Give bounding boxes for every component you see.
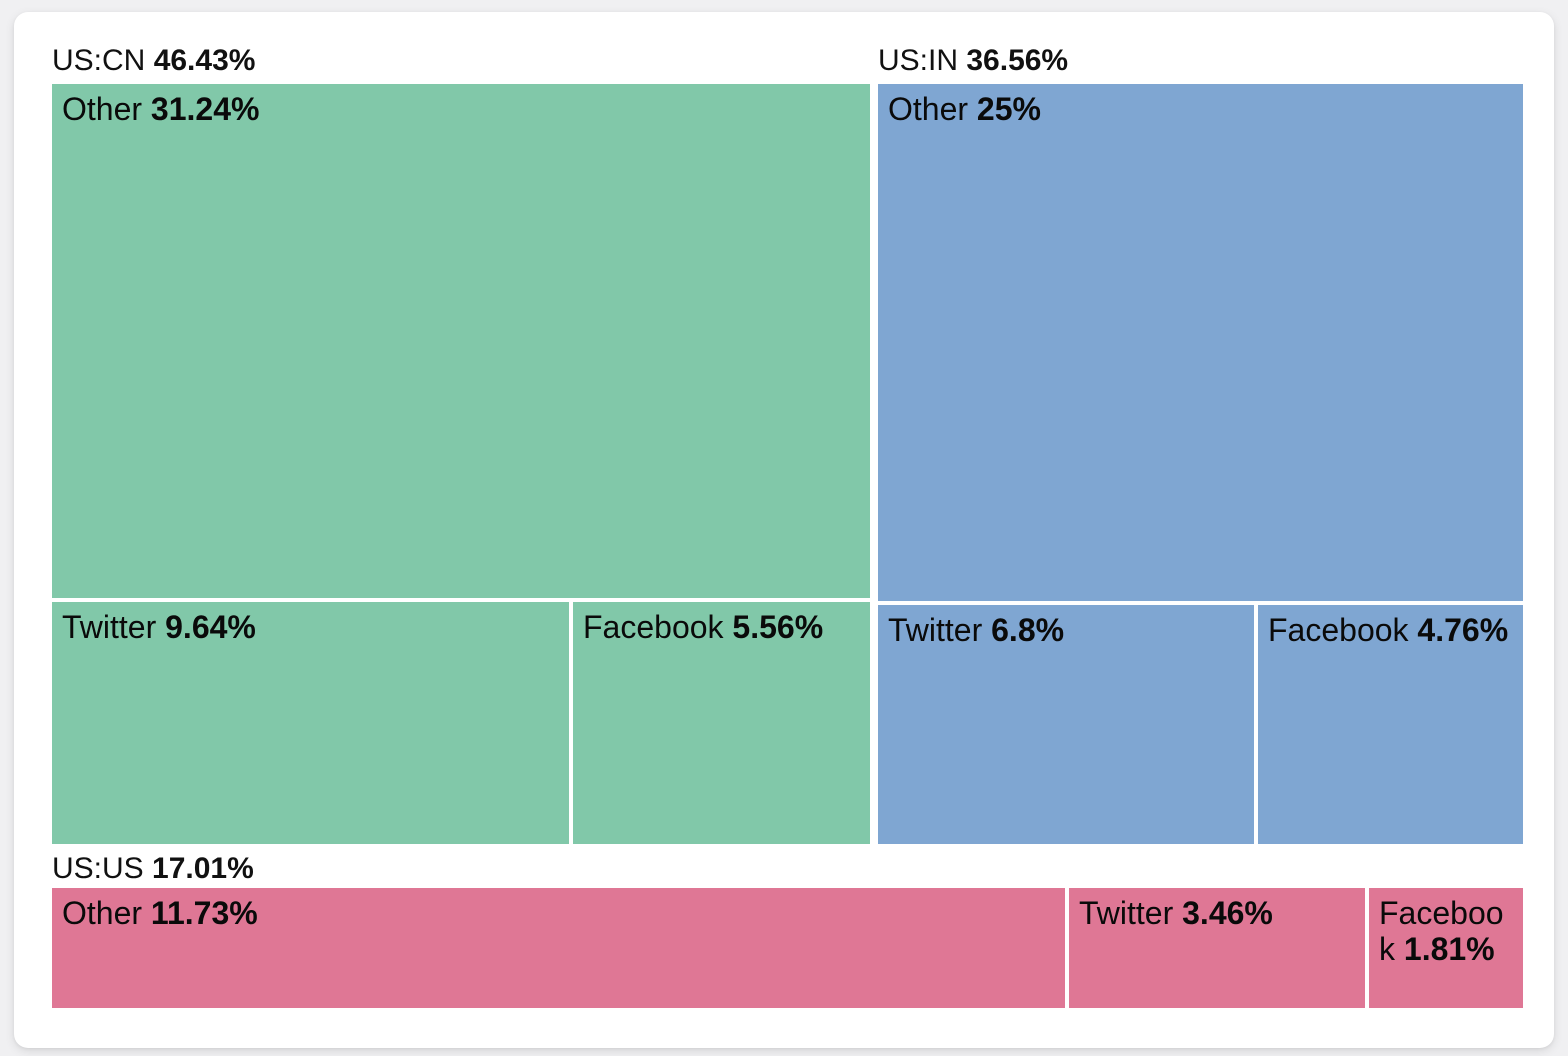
- treemap-cell-us-in-twitter[interactable]: Twitter 6.8%: [878, 605, 1254, 844]
- cell-label: Other 31.24%: [52, 84, 870, 127]
- treemap-cell-us-in-other[interactable]: Other 25%: [878, 84, 1523, 601]
- cell-label: Facebook 1.81%: [1369, 888, 1523, 968]
- cell-name: Facebook: [1268, 612, 1409, 648]
- cell-label: Twitter 9.64%: [52, 602, 569, 645]
- group-percent: 46.43%: [153, 44, 256, 77]
- cell-label: Other 25%: [878, 84, 1523, 127]
- cell-percent: 6.8%: [991, 612, 1065, 648]
- cell-name: Other: [62, 91, 143, 127]
- treemap-cell-us-in-facebook[interactable]: Facebook 4.76%: [1258, 605, 1523, 844]
- cell-percent: 31.24%: [150, 91, 260, 127]
- group-percent: 36.56%: [966, 44, 1069, 77]
- treemap-cell-us-cn-facebook[interactable]: Facebook 5.56%: [573, 602, 870, 844]
- treemap-cell-us-cn-other[interactable]: Other 31.24%: [52, 84, 870, 598]
- cell-percent: 3.46%: [1182, 895, 1273, 931]
- cell-percent: 9.64%: [165, 609, 256, 645]
- cell-label: Twitter 3.46%: [1069, 888, 1365, 931]
- cell-percent: 1.81%: [1403, 931, 1495, 968]
- group-percent: 17.01%: [152, 852, 254, 885]
- cell-label: Other 11.73%: [52, 888, 1065, 931]
- group-header-us-in: US:IN 36.56%: [878, 44, 1068, 78]
- group-name: US:IN: [878, 44, 959, 77]
- cell-percent: 25%: [976, 91, 1041, 127]
- cell-label: Twitter 6.8%: [878, 605, 1254, 648]
- cell-name: Twitter: [1079, 895, 1174, 931]
- treemap-cell-us-us-facebook[interactable]: Facebook 1.81%: [1369, 888, 1523, 1008]
- cell-name: Twitter: [62, 609, 157, 645]
- cell-label: Facebook 4.76%: [1258, 605, 1523, 648]
- cell-name: Facebook: [583, 609, 724, 645]
- cell-name: Other: [62, 895, 143, 931]
- group-name: US:CN: [52, 44, 146, 77]
- group-header-us-us: US:US 17.01%: [52, 852, 254, 886]
- cell-percent: 4.76%: [1417, 612, 1509, 648]
- cell-name: Twitter: [888, 612, 983, 648]
- group-header-us-cn: US:CN 46.43%: [52, 44, 255, 78]
- cell-label: Facebook 5.56%: [573, 602, 870, 645]
- cell-name: Other: [888, 91, 969, 127]
- cell-name: Facebook: [1379, 895, 1504, 968]
- treemap-cell-us-cn-twitter[interactable]: Twitter 9.64%: [52, 602, 569, 844]
- cell-percent: 11.73%: [150, 895, 258, 931]
- cell-percent: 5.56%: [732, 609, 824, 645]
- treemap-cell-us-us-other[interactable]: Other 11.73%: [52, 888, 1065, 1008]
- group-name: US:US: [52, 852, 144, 885]
- treemap-cell-us-us-twitter[interactable]: Twitter 3.46%: [1069, 888, 1365, 1008]
